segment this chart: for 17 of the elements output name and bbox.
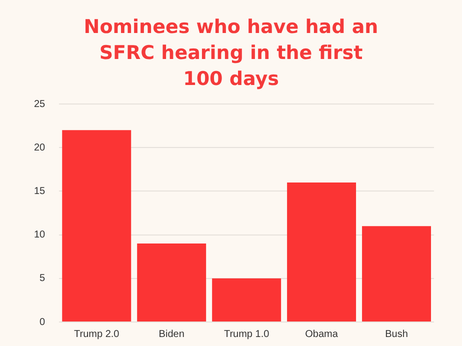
bar — [62, 130, 132, 322]
y-tick-label: 20 — [34, 142, 46, 154]
bar — [212, 278, 282, 322]
chart-title: Nominees who have had an SFRC hearing in the first 100 days — [82, 15, 380, 92]
y-tick-label: 15 — [34, 186, 46, 197]
x-tick-label: Bush — [385, 328, 408, 340]
bar — [287, 182, 356, 322]
y-tick-label: 0 — [40, 316, 46, 328]
x-tick-label: Obama — [305, 328, 338, 340]
bar — [362, 226, 431, 322]
bar — [137, 244, 206, 322]
x-tick-label: Trump 2.0 — [74, 328, 120, 340]
y-tick-label: 25 — [34, 98, 46, 110]
x-tick-label: Biden — [158, 328, 184, 340]
x-tick-label: Trump 1.0 — [224, 328, 270, 340]
y-tick-label: 5 — [40, 273, 46, 284]
y-tick-label: 10 — [34, 230, 46, 241]
